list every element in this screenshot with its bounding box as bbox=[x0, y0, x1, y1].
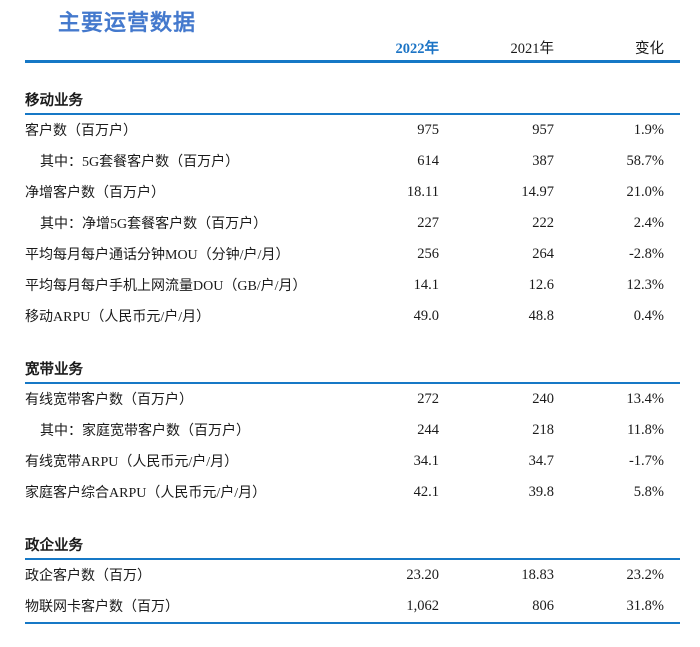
operating-data-table: 2022年 2021年 变化 移动业务 客户数（百万户） 975 957 1.9… bbox=[25, 35, 680, 624]
value-change: 12.3% bbox=[626, 276, 664, 293]
section-divider bbox=[25, 381, 680, 384]
value-change: -1.7% bbox=[628, 452, 664, 469]
section-title: 宽带业务 bbox=[25, 361, 83, 378]
table-row: 有线宽带客户数（百万户） 272 240 13.4% bbox=[25, 384, 680, 415]
row-label: 有线宽带客户数（百万户） bbox=[25, 393, 193, 408]
column-header-change: 变化 bbox=[635, 41, 664, 57]
value-2022: 1,062 bbox=[406, 597, 439, 614]
table-row: 其中：5G套餐客户数（百万户） 614 387 58.7% bbox=[25, 146, 680, 177]
value-2022: 14.1 bbox=[413, 276, 439, 293]
row-label: 平均每月每户通话分钟MOU（分钟/户/月） bbox=[25, 248, 290, 263]
value-change: 2.4% bbox=[633, 214, 664, 231]
value-2022: 49.0 bbox=[413, 307, 439, 324]
value-2022: 42.1 bbox=[413, 483, 439, 500]
value-2022: 227 bbox=[417, 214, 439, 231]
header-divider bbox=[25, 60, 680, 63]
section-rows: 客户数（百万户） 975 957 1.9% 其中：5G套餐客户数（百万户） 61… bbox=[25, 115, 680, 332]
value-2022: 256 bbox=[417, 245, 439, 262]
table-section: 政企业务 政企客户数（百万） 23.20 18.83 23.2% 物联网卡客户数… bbox=[25, 534, 680, 622]
value-2021: 18.83 bbox=[521, 566, 554, 583]
value-2021: 218 bbox=[532, 421, 554, 438]
table-row: 净增客户数（百万户） 18.11 14.97 21.0% bbox=[25, 177, 680, 208]
value-2022: 244 bbox=[417, 421, 439, 438]
value-2022: 272 bbox=[417, 390, 439, 407]
value-2022: 614 bbox=[417, 152, 439, 169]
section-rows: 政企客户数（百万） 23.20 18.83 23.2% 物联网卡客户数（百万） … bbox=[25, 560, 680, 622]
value-2022: 23.20 bbox=[406, 566, 439, 583]
column-header-2021: 2021年 bbox=[510, 41, 555, 57]
value-2022: 18.11 bbox=[406, 183, 439, 200]
table-section: 移动业务 客户数（百万户） 975 957 1.9% 其中：5G套餐客户数（百万… bbox=[25, 89, 680, 332]
table-header-row: 2022年 2021年 变化 bbox=[25, 35, 680, 60]
value-2021: 39.8 bbox=[528, 483, 554, 500]
table-row: 客户数（百万户） 975 957 1.9% bbox=[25, 115, 680, 146]
section-title: 政企业务 bbox=[25, 537, 83, 554]
table-row: 家庭客户综合ARPU（人民币元/户/月） 42.1 39.8 5.8% bbox=[25, 477, 680, 508]
report-page: 主要运营数据 2022年 2021年 变化 移动业务 客户数（百万户） 975 … bbox=[0, 11, 700, 624]
value-2021: 806 bbox=[532, 597, 554, 614]
row-label: 家庭客户综合ARPU（人民币元/户/月） bbox=[25, 486, 267, 501]
value-change: -2.8% bbox=[628, 245, 664, 262]
row-label: 其中：5G套餐客户数（百万户） bbox=[40, 155, 240, 170]
value-2021: 222 bbox=[532, 214, 554, 231]
value-change: 1.9% bbox=[633, 121, 664, 138]
table-row: 移动ARPU（人民币元/户/月） 49.0 48.8 0.4% bbox=[25, 301, 680, 332]
table-row: 其中：家庭宽带客户数（百万户） 244 218 11.8% bbox=[25, 415, 680, 446]
table-row: 物联网卡客户数（百万） 1,062 806 31.8% bbox=[25, 591, 680, 622]
table-section: 宽带业务 有线宽带客户数（百万户） 272 240 13.4% 其中：家庭宽带客… bbox=[25, 358, 680, 508]
row-label: 政企客户数（百万） bbox=[25, 569, 151, 584]
value-2021: 264 bbox=[532, 245, 554, 262]
page-title: 主要运营数据 bbox=[58, 10, 197, 35]
row-label: 有线宽带ARPU（人民币元/户/月） bbox=[25, 455, 239, 470]
table-row: 平均每月每户通话分钟MOU（分钟/户/月） 256 264 -2.8% bbox=[25, 239, 680, 270]
value-2021: 34.7 bbox=[528, 452, 554, 469]
value-change: 11.8% bbox=[627, 421, 664, 438]
value-2021: 12.6 bbox=[528, 276, 554, 293]
value-change: 21.0% bbox=[626, 183, 664, 200]
value-2021: 14.97 bbox=[521, 183, 554, 200]
row-label: 净增客户数（百万户） bbox=[25, 186, 165, 201]
value-2021: 387 bbox=[532, 152, 554, 169]
section-divider bbox=[25, 557, 680, 560]
row-label: 其中：家庭宽带客户数（百万户） bbox=[40, 424, 250, 439]
row-label: 平均每月每户手机上网流量DOU（GB/户/月） bbox=[25, 279, 307, 294]
table-sections: 移动业务 客户数（百万户） 975 957 1.9% 其中：5G套餐客户数（百万… bbox=[25, 89, 680, 622]
section-rows: 有线宽带客户数（百万户） 272 240 13.4% 其中：家庭宽带客户数（百万… bbox=[25, 384, 680, 508]
value-change: 31.8% bbox=[626, 597, 664, 614]
value-2021: 48.8 bbox=[528, 307, 554, 324]
value-2021: 957 bbox=[532, 121, 554, 138]
value-change: 23.2% bbox=[626, 566, 664, 583]
table-row: 政企客户数（百万） 23.20 18.83 23.2% bbox=[25, 560, 680, 591]
table-row: 平均每月每户手机上网流量DOU（GB/户/月） 14.1 12.6 12.3% bbox=[25, 270, 680, 301]
table-row: 其中：净增5G套餐客户数（百万户） 227 222 2.4% bbox=[25, 208, 680, 239]
bottom-divider bbox=[25, 621, 680, 624]
value-change: 5.8% bbox=[633, 483, 664, 500]
value-change: 58.7% bbox=[626, 152, 664, 169]
row-label: 移动ARPU（人民币元/户/月） bbox=[25, 310, 211, 325]
value-change: 13.4% bbox=[626, 390, 664, 407]
section-divider bbox=[25, 112, 680, 115]
value-2022: 34.1 bbox=[413, 452, 439, 469]
row-label: 其中：净增5G套餐客户数（百万户） bbox=[40, 217, 268, 232]
table-row: 有线宽带ARPU（人民币元/户/月） 34.1 34.7 -1.7% bbox=[25, 446, 680, 477]
value-2022: 975 bbox=[417, 121, 439, 138]
row-label: 客户数（百万户） bbox=[25, 124, 137, 139]
value-2021: 240 bbox=[532, 390, 554, 407]
value-change: 0.4% bbox=[633, 307, 664, 324]
section-title: 移动业务 bbox=[25, 92, 83, 109]
column-header-2022: 2022年 bbox=[395, 41, 440, 57]
row-label: 物联网卡客户数（百万） bbox=[25, 600, 179, 615]
